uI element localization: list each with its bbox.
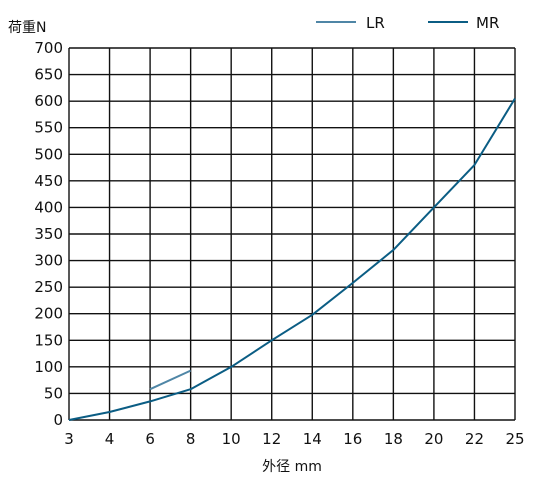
legend-label-lr: LR: [366, 14, 385, 32]
x-tick-label: 3: [64, 430, 74, 448]
y-tick-label: 400: [34, 198, 63, 216]
y-tick-label: 450: [34, 172, 63, 190]
series-line-mr: [68, 97, 516, 421]
y-tick-label: 50: [44, 384, 63, 402]
y-tick-label: 700: [34, 39, 63, 57]
y-tick-label: 500: [34, 145, 63, 163]
y-tick-label: 650: [34, 66, 63, 84]
x-tick-label: 4: [105, 430, 115, 448]
y-axis-title: 荷重N: [8, 20, 46, 36]
x-tick-label: 20: [424, 430, 443, 448]
y-tick-label: 0: [53, 411, 63, 429]
y-tick-label: 350: [34, 225, 63, 243]
y-tick-label: 150: [34, 331, 63, 349]
x-tick-label: 22: [465, 430, 484, 448]
legend-label-mr: MR: [476, 14, 499, 32]
legend: LR MR: [316, 14, 499, 32]
x-tick-label: 16: [343, 430, 362, 448]
y-axis-ticks: 0 50 100 150 200 250 300 350 400 450 500 550 600 650 7…: [34, 39, 63, 429]
y-tick-label: 300: [34, 252, 63, 270]
y-tick-label: 200: [34, 305, 63, 323]
legend-item-lr: LR: [316, 14, 385, 32]
x-tick-label: 14: [303, 430, 322, 448]
legend-item-mr: MR: [428, 14, 499, 32]
y-tick-label: 600: [34, 92, 63, 110]
series-line-lr: [149, 369, 192, 391]
x-tick-label: 25: [505, 430, 524, 448]
x-tick-label: 6: [145, 430, 155, 448]
y-tick-label: 550: [34, 119, 63, 137]
x-axis-title: 外径 mm: [262, 459, 322, 475]
x-tick-label: 18: [384, 430, 403, 448]
x-tick-label: 8: [186, 430, 196, 448]
y-tick-label: 100: [34, 358, 63, 376]
grid: [68, 47, 516, 421]
x-axis-ticks: 3 4 6 8 10 12 14 16 18 20 22 25: [64, 430, 524, 448]
series-layer: [68, 97, 516, 421]
y-tick-label: 250: [34, 278, 63, 296]
x-tick-label: 12: [262, 430, 281, 448]
x-tick-label: 10: [222, 430, 241, 448]
